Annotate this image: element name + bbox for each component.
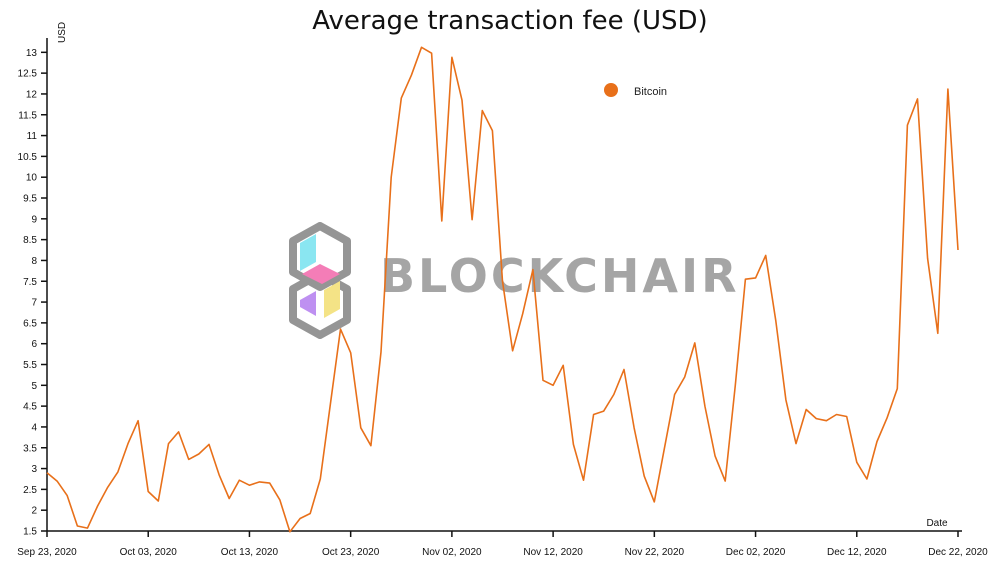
y-axis-label: USD — [57, 22, 68, 43]
y-tick-label: 10.5 — [18, 152, 38, 163]
legend: Bitcoin — [604, 83, 667, 98]
y-tick-label: 12.5 — [18, 69, 38, 80]
y-tick-label: 1.5 — [23, 527, 37, 538]
legend-label: Bitcoin — [634, 86, 667, 98]
plot-area — [46, 46, 959, 533]
chart-title: Average transaction fee (USD) — [312, 6, 707, 36]
blockchair-watermark: BLOCKCHAIR — [289, 222, 740, 339]
y-tick-label: 6 — [31, 339, 37, 350]
x-tick-label: Dec 22, 2020 — [928, 547, 988, 558]
y-tick-label: 9 — [31, 214, 37, 225]
series-line-bitcoin — [46, 46, 959, 533]
y-tick-label: 13 — [26, 48, 38, 59]
x-tick-label: Nov 12, 2020 — [523, 547, 583, 558]
y-tick-label: 11.5 — [18, 110, 37, 121]
x-tick-label: Sep 23, 2020 — [17, 547, 77, 558]
y-tick-label: 10 — [26, 173, 38, 184]
x-tick-label: Dec 02, 2020 — [726, 547, 786, 558]
y-tick-label: 8.5 — [23, 235, 37, 246]
blockchair-logo-icon — [289, 222, 351, 339]
legend-swatch — [604, 83, 618, 97]
y-tick-label: 3 — [31, 464, 37, 475]
x-tick-label: Nov 22, 2020 — [625, 547, 685, 558]
y-tick-label: 9.5 — [23, 194, 37, 205]
y-tick-label: 8 — [31, 256, 37, 267]
x-tick-label: Oct 23, 2020 — [322, 547, 380, 558]
y-tick-label: 2.5 — [23, 485, 37, 496]
x-tick-label: Oct 13, 2020 — [221, 547, 279, 558]
y-tick-label: 7.5 — [23, 277, 37, 288]
y-tick-label: 11 — [27, 131, 38, 142]
y-tick-label: 5 — [31, 381, 37, 392]
y-tick-label: 6.5 — [23, 318, 37, 329]
x-tick-label: Oct 03, 2020 — [120, 547, 178, 558]
y-tick-label: 4.5 — [23, 402, 37, 413]
y-tick-label: 7 — [31, 298, 37, 309]
y-tick-label: 5.5 — [23, 360, 37, 371]
x-tick-label: Dec 12, 2020 — [827, 547, 887, 558]
y-tick-label: 3.5 — [23, 443, 37, 454]
blockchair-wordmark: BLOCKCHAIR — [380, 249, 740, 303]
y-tick-label: 2 — [31, 506, 37, 517]
axes: 1.5 2 2.5 3 3.5 4 4.5 5 5.5 6 6.5 7 7.5 8 8.5 9 9.5 10 10.… — [17, 38, 988, 558]
y-tick-label: 12 — [26, 89, 38, 100]
x-axis-label: Date — [926, 518, 948, 529]
y-tick-label: 4 — [31, 422, 37, 433]
x-tick-label: Nov 02, 2020 — [422, 547, 482, 558]
